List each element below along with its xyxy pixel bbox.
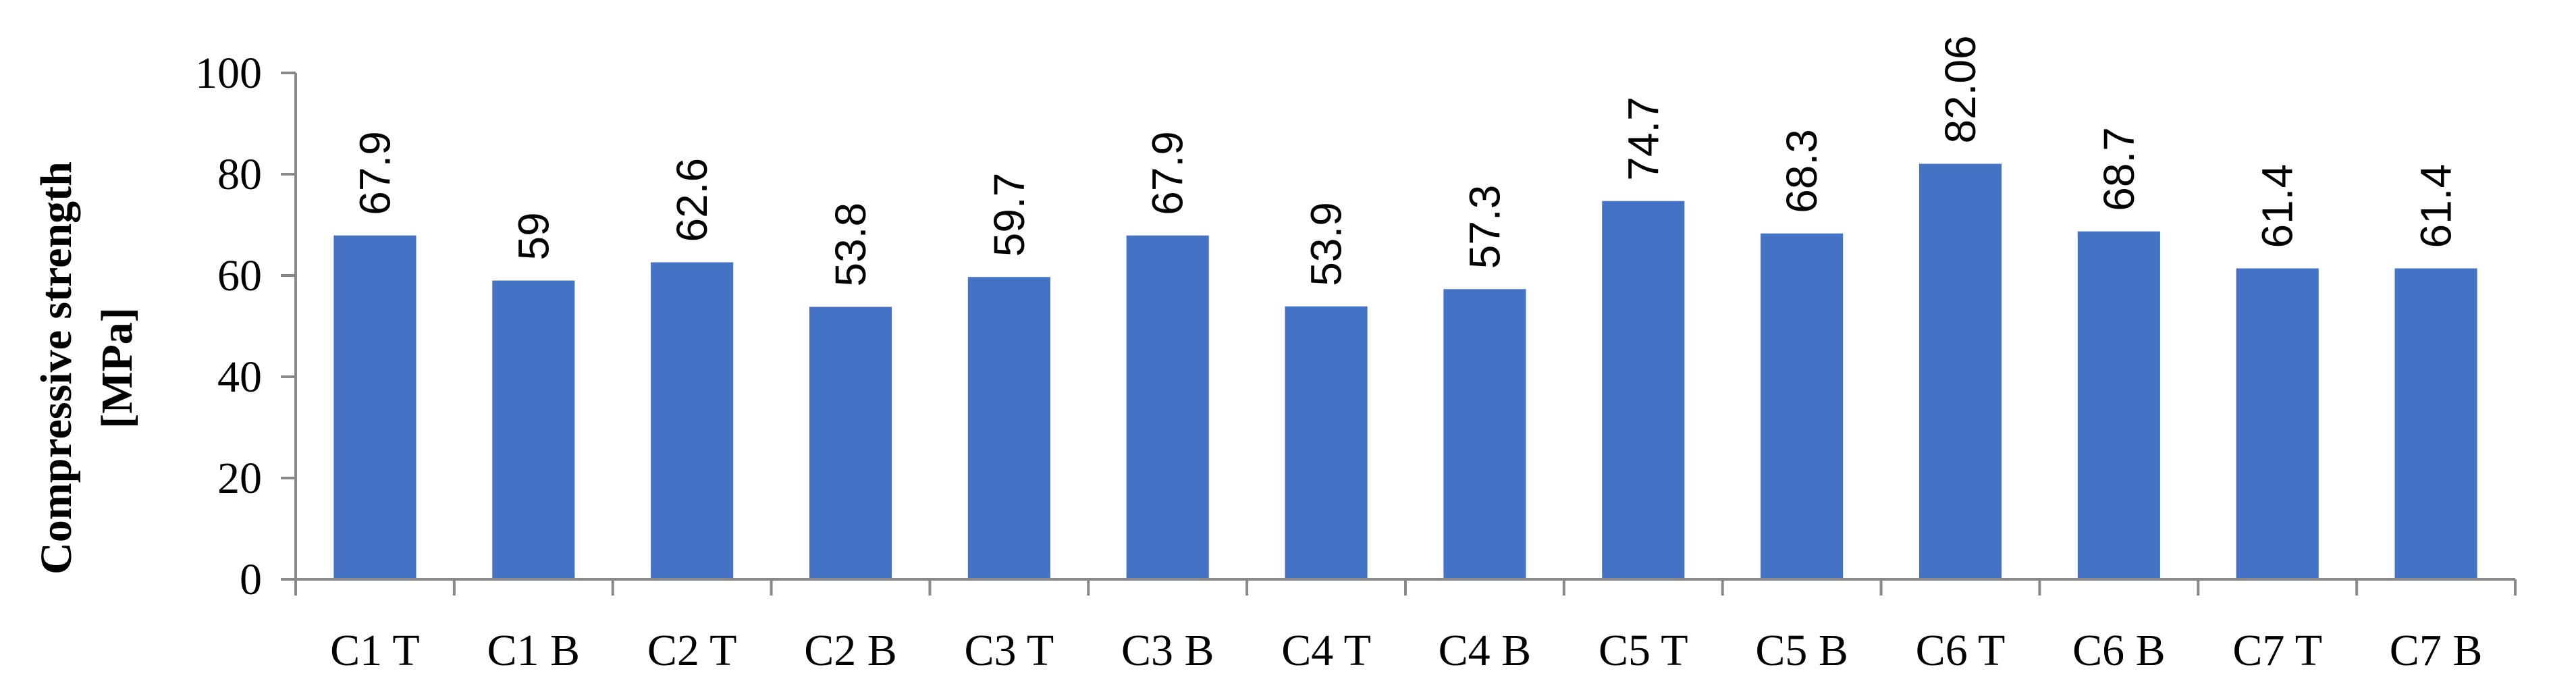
bar [1602, 201, 1685, 579]
y-tick-label: 0 [240, 555, 262, 604]
x-tick-label: C4 B [1439, 626, 1532, 675]
data-label: 68.3 [1777, 129, 1826, 213]
bar [2077, 231, 2160, 579]
y-tick-label: 40 [217, 352, 262, 402]
data-label: 53.9 [1302, 202, 1351, 286]
bar [1285, 306, 1368, 579]
y-tick-label: 20 [217, 454, 262, 503]
bar [1761, 233, 1844, 579]
x-tick-label: C1 T [330, 626, 420, 675]
data-label: 68.7 [2095, 127, 2143, 211]
bar [333, 235, 417, 579]
data-labels: 67.9 59 62.6 53.8 59.7 67.9 53.9 57.3 74.7 68.3 82… [350, 35, 2460, 286]
bar [2236, 268, 2319, 579]
data-label: 62.6 [668, 158, 716, 242]
x-tick-label: C7 T [2232, 626, 2322, 675]
x-tick-label: C4 T [1281, 626, 1371, 675]
bar [1443, 289, 1526, 579]
x-tick-label: C2 T [647, 626, 737, 675]
bar [809, 307, 892, 579]
data-label: 57.3 [1460, 185, 1509, 269]
data-label: 59.7 [985, 173, 1034, 257]
data-label: 53.8 [826, 203, 875, 287]
y-tick-label: 100 [195, 49, 262, 98]
x-tick-label: C3 T [965, 626, 1054, 675]
data-label: 82.06 [1936, 35, 1985, 143]
x-axis: C1 T C1 B C2 T C2 B C3 T C3 B C4 T C4 B C5 T C5 B… [294, 578, 2517, 675]
y-axis-title: Compressive strength [MPa] [32, 161, 142, 575]
bar [651, 262, 734, 579]
y-tick-label: 60 [217, 251, 262, 300]
x-tick-label: C3 B [1121, 626, 1214, 675]
x-tick-label: C6 T [1916, 626, 2006, 675]
x-tick-label: C7 B [2390, 626, 2483, 675]
data-label: 67.9 [350, 131, 399, 215]
data-label: 67.9 [1144, 131, 1192, 215]
data-label: 61.4 [2253, 164, 2302, 248]
data-label: 74.7 [1619, 97, 1667, 181]
bar [1126, 235, 1209, 579]
data-label: 59 [509, 212, 558, 260]
y-axis-title-line-1: Compressive strength [32, 161, 81, 575]
data-label: 61.4 [2412, 164, 2461, 248]
y-axis: 0 20 40 60 80 100 [195, 49, 297, 604]
bars [333, 163, 2477, 580]
bar [967, 277, 1050, 579]
bar [492, 280, 575, 579]
y-tick-label: 80 [217, 150, 262, 199]
x-tick-label: C5 T [1599, 626, 1688, 675]
y-axis-title-line-2: [MPa] [92, 307, 142, 429]
x-tick-label: C5 B [1755, 626, 1848, 675]
x-tick-label: C2 B [804, 626, 897, 675]
bar [2394, 268, 2477, 579]
x-tick-label: C1 B [487, 626, 581, 675]
bar [1918, 163, 2002, 580]
x-tick-label: C6 B [2072, 626, 2166, 675]
